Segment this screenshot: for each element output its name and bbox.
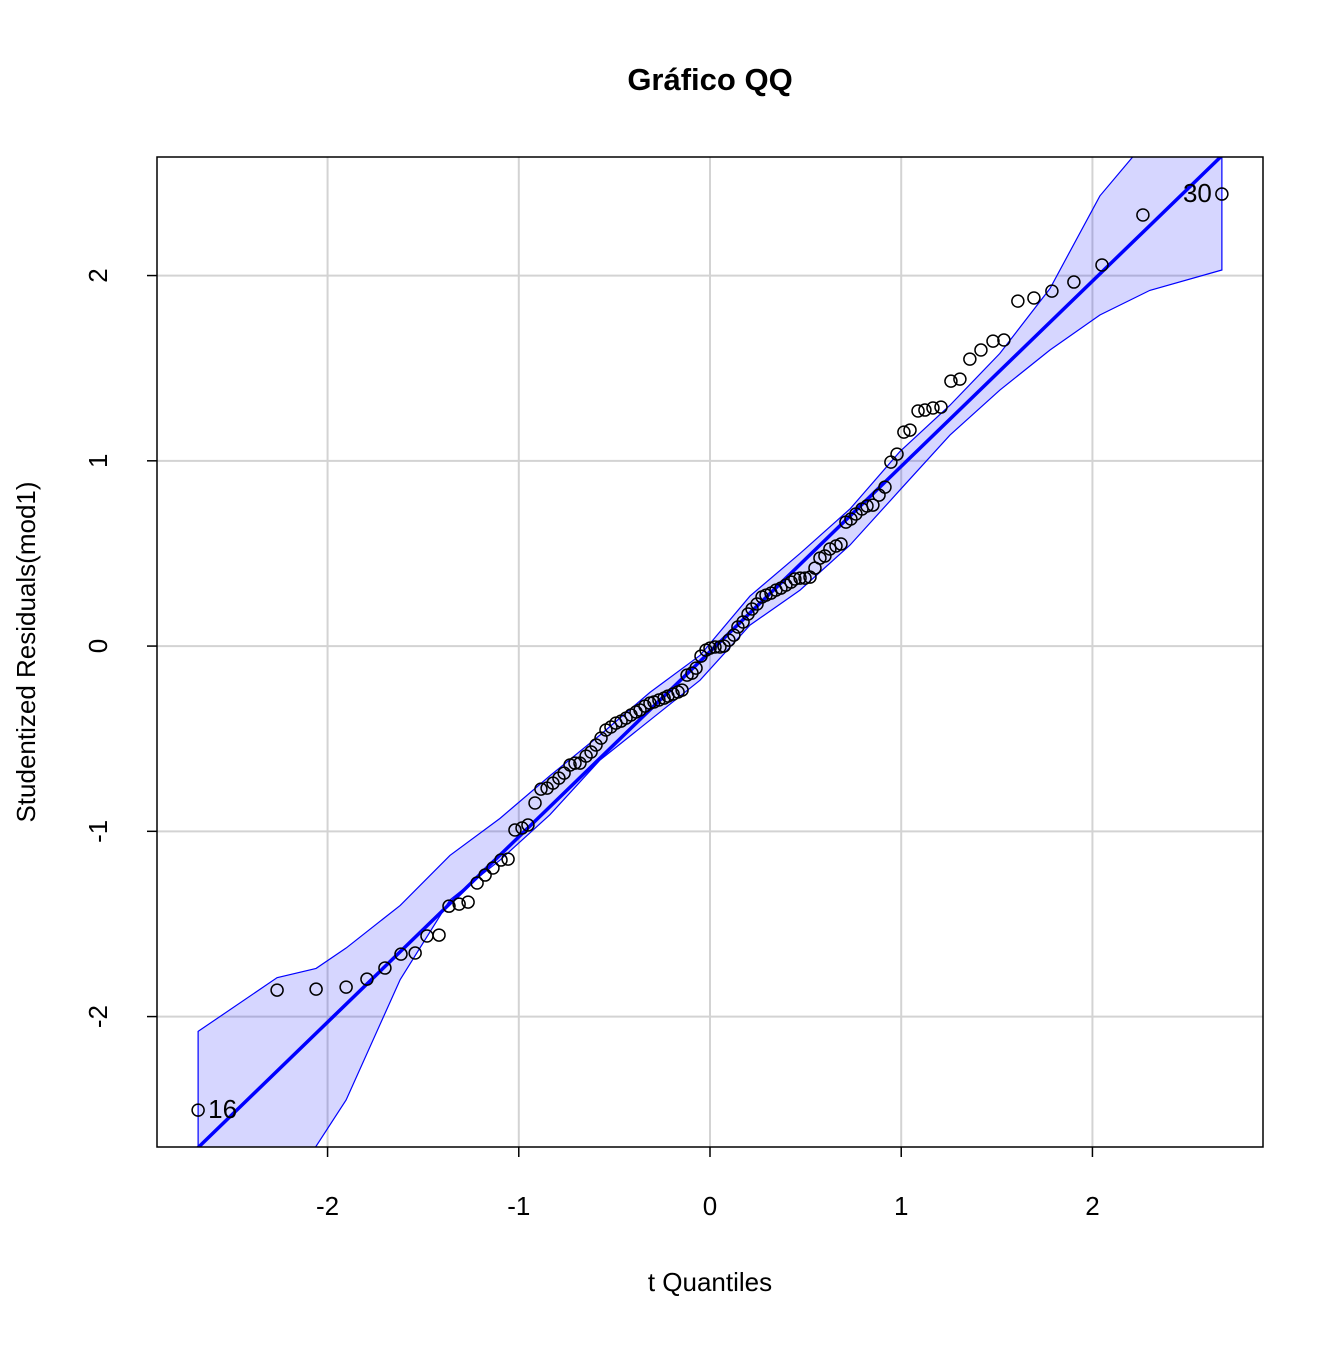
- point: [926, 401, 940, 415]
- point: [986, 334, 1000, 348]
- y-tick-label: 2: [83, 268, 113, 282]
- point: [818, 549, 832, 563]
- x-axis-label: t Quantiles: [648, 1267, 772, 1297]
- point: [1011, 294, 1025, 308]
- point: [478, 868, 492, 882]
- point: [1067, 275, 1081, 289]
- point: [528, 796, 542, 810]
- point: [568, 756, 582, 770]
- y-tick-label: -2: [83, 1005, 113, 1028]
- point: [953, 372, 967, 386]
- point: [408, 946, 422, 960]
- point: [1136, 208, 1150, 222]
- point: [890, 447, 904, 461]
- point: [878, 480, 892, 494]
- point: [1045, 284, 1059, 298]
- point: [442, 899, 456, 913]
- y-tick-label: 0: [83, 639, 113, 653]
- point: [689, 661, 703, 675]
- point: [823, 542, 837, 556]
- point: [508, 823, 522, 837]
- reference-line: [196, 157, 1224, 1147]
- x-tick-label: 2: [1085, 1191, 1099, 1221]
- point: [934, 400, 948, 414]
- point: [486, 861, 500, 875]
- x-tick-label: -2: [316, 1191, 339, 1221]
- x-tick-label: 0: [703, 1191, 717, 1221]
- point: [903, 423, 917, 437]
- point: [750, 597, 764, 611]
- point: [788, 572, 802, 586]
- point: [834, 537, 848, 551]
- point: [1027, 291, 1041, 305]
- point: [339, 980, 353, 994]
- point: [191, 1103, 205, 1117]
- point: [494, 853, 508, 867]
- point: [974, 343, 988, 357]
- point: [897, 425, 911, 439]
- plot-frame: [156, 156, 1264, 1148]
- point: [944, 374, 958, 388]
- y-axis-label: Studentized Residuals(mod1): [11, 481, 41, 822]
- point: [866, 498, 880, 512]
- point: [918, 403, 932, 417]
- point: [860, 499, 874, 513]
- point: [378, 961, 392, 975]
- point: [534, 782, 548, 796]
- point: [798, 571, 812, 585]
- chart-title: Gráfico QQ: [627, 62, 792, 97]
- point: [1095, 258, 1109, 272]
- point: [844, 512, 858, 526]
- point: [589, 738, 603, 752]
- point: [911, 404, 925, 418]
- point: [997, 333, 1011, 347]
- point: [270, 983, 284, 997]
- plot-area: [191, 157, 1229, 1147]
- point: [309, 982, 323, 996]
- overlay: -2 -1 0 1 2 -2 -1 0 1 2 16 30: [83, 156, 1264, 1221]
- point: [1215, 187, 1229, 201]
- point: [703, 641, 717, 655]
- point: [727, 628, 741, 642]
- point: [501, 852, 515, 866]
- point: [784, 575, 798, 589]
- point: [745, 602, 759, 616]
- point: [461, 895, 475, 909]
- point: [793, 571, 807, 585]
- point: [394, 947, 408, 961]
- point: [360, 972, 374, 986]
- point: [452, 897, 466, 911]
- x-tick-label: 1: [894, 1191, 908, 1221]
- x-tick-label: -1: [507, 1191, 530, 1221]
- point: [470, 876, 484, 890]
- point: [708, 640, 722, 654]
- point: [432, 928, 446, 942]
- y-tick-label: 1: [83, 454, 113, 468]
- point: [722, 633, 736, 647]
- point: [963, 352, 977, 366]
- point-label: 30: [1183, 178, 1212, 208]
- point: [521, 818, 535, 832]
- y-tick-label: -1: [83, 820, 113, 843]
- point-label: 16: [208, 1094, 237, 1124]
- point: [584, 745, 598, 759]
- point: [675, 683, 689, 697]
